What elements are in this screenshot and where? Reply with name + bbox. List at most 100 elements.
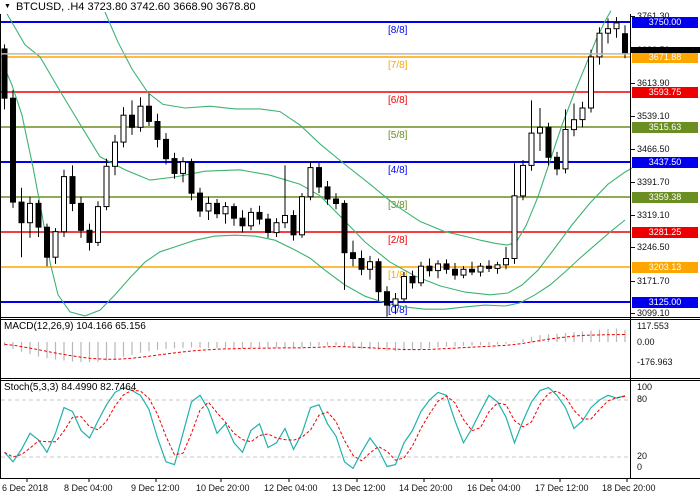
murrey-label: [8/8] bbox=[388, 25, 408, 36]
price-level-badge: 3437.50 bbox=[632, 156, 698, 168]
stoch-scale-label: 80 bbox=[637, 393, 648, 404]
time-label: 16 Dec 04:00 bbox=[467, 483, 521, 493]
bear-candle bbox=[171, 158, 178, 174]
bear-candle bbox=[324, 186, 331, 200]
time-label: 9 Dec 12:00 bbox=[131, 483, 180, 493]
price-level-badge: 3359.38 bbox=[632, 191, 698, 203]
time-label: 8 Dec 04:00 bbox=[64, 483, 113, 493]
price-tick-dash bbox=[631, 214, 635, 216]
price-level-badge: 3281.25 bbox=[632, 226, 698, 238]
murrey-label: [0/8] bbox=[388, 305, 408, 316]
price-tick-label: 3466.50 bbox=[637, 143, 670, 154]
macd-histogram bbox=[3, 328, 626, 363]
bull-candle bbox=[392, 298, 399, 306]
bull-candle bbox=[307, 167, 314, 198]
time-label: 17 Dec 12:00 bbox=[535, 483, 589, 493]
bollinger-upper-band bbox=[104, 10, 612, 246]
bear-candle bbox=[375, 261, 382, 293]
bear-candle bbox=[333, 198, 339, 204]
murrey-lines: [8/8] [7/8] [6/8] [5/8] [4/8] [3/8] [2/8] [1/8]… bbox=[1, 21, 630, 316]
macd-scale-label: 117.553 bbox=[637, 320, 669, 331]
price-tick-label: 3171.70 bbox=[637, 275, 670, 286]
bull-candle bbox=[562, 129, 569, 170]
stoch-indicator-label: Stoch(5,3,3) 84.4990 82.7464 bbox=[4, 382, 137, 393]
bull-candle bbox=[367, 261, 373, 270]
price-tick-dash bbox=[631, 280, 635, 282]
bear-candle bbox=[256, 211, 263, 220]
bull-candle bbox=[613, 22, 620, 30]
time-label: 13 Dec 12:00 bbox=[332, 483, 386, 493]
price-level-badge: 3671.88 bbox=[632, 51, 698, 63]
macd-scale-label: 0.00 bbox=[637, 336, 655, 347]
macd-signal-line bbox=[4, 334, 626, 360]
bull-candle bbox=[520, 164, 526, 197]
bear-candle bbox=[426, 265, 433, 272]
stoch-scale-label: 100 bbox=[637, 381, 653, 392]
time-label: 10 Dec 20:00 bbox=[196, 483, 250, 493]
bear-candle bbox=[78, 202, 84, 231]
time-label: 6 Dec 2018 bbox=[2, 483, 49, 493]
bear-candle bbox=[69, 176, 76, 205]
price-tick-dash bbox=[631, 148, 635, 150]
price-level-badge: 3515.63 bbox=[632, 121, 698, 133]
chart-title: BTCUSD, .H4 3723.80 3742.60 3668.90 3678… bbox=[15, 1, 256, 13]
price-tick-dash bbox=[631, 182, 635, 183]
bull-candle bbox=[112, 141, 118, 167]
bull-candle bbox=[571, 119, 577, 131]
bear-candle bbox=[290, 215, 297, 236]
bull-candle bbox=[222, 206, 229, 215]
bull-candle bbox=[528, 132, 535, 166]
price-tick-label: 3539.10 bbox=[637, 111, 670, 121]
bull-candle bbox=[205, 202, 212, 212]
bear-candle bbox=[1, 48, 8, 99]
bear-candle bbox=[35, 202, 42, 228]
bear-candle bbox=[146, 105, 152, 122]
murrey-label: [7/8] bbox=[388, 60, 408, 71]
price-level-badge: 3203.13 bbox=[632, 261, 698, 273]
murrey-label: [5/8] bbox=[388, 130, 408, 141]
bull-candle bbox=[460, 268, 467, 276]
bear-candle bbox=[469, 268, 475, 273]
bear-candle bbox=[265, 218, 271, 234]
bear-candle bbox=[129, 114, 135, 128]
price-tick-label: 3613.90 bbox=[637, 77, 670, 88]
bull-candle bbox=[605, 28, 611, 34]
stoch-k-line bbox=[4, 386, 626, 470]
bear-candle bbox=[452, 268, 458, 276]
bull-candle bbox=[103, 165, 110, 208]
candlesticks bbox=[1, 17, 628, 317]
bull-candle bbox=[120, 114, 127, 143]
bull-candle bbox=[95, 206, 101, 243]
symbol-dropdown-icon[interactable]: ▼ bbox=[4, 3, 11, 10]
bull-candle bbox=[477, 265, 484, 273]
stoch-scale-label: 0 bbox=[637, 461, 643, 472]
bull-candle bbox=[299, 196, 305, 236]
bear-candle bbox=[409, 276, 416, 284]
murrey-label: [1/8] bbox=[388, 270, 408, 281]
price-tick-dash bbox=[631, 247, 635, 249]
price-tick-label: 3761.30 bbox=[637, 12, 670, 21]
panel-borders bbox=[0, 14, 700, 482]
bull-candle bbox=[435, 263, 441, 272]
bear-candle bbox=[486, 265, 492, 269]
stoch-scale-label: 20 bbox=[637, 450, 648, 461]
time-label: 12 Dec 04:00 bbox=[264, 483, 318, 493]
price-tick-label: 3246.50 bbox=[637, 242, 670, 253]
bull-candle bbox=[282, 215, 288, 224]
bull-candle bbox=[180, 161, 186, 174]
bear-candle bbox=[44, 226, 50, 258]
bear-candle bbox=[154, 121, 161, 140]
price-level-badge: 3750.00 bbox=[632, 16, 698, 28]
bull-candle bbox=[511, 195, 518, 260]
bull-candle bbox=[137, 105, 144, 128]
bull-candle bbox=[588, 56, 594, 109]
price-tick-dash bbox=[631, 82, 635, 84]
bear-candle bbox=[384, 291, 390, 306]
price-tick-label: 3319.10 bbox=[637, 209, 670, 220]
bull-candle bbox=[248, 211, 254, 227]
price-level-badge: 3593.75 bbox=[632, 86, 698, 98]
bear-candle bbox=[545, 126, 552, 158]
bollinger-middle-band bbox=[6, 13, 633, 296]
bear-candle bbox=[554, 156, 560, 170]
